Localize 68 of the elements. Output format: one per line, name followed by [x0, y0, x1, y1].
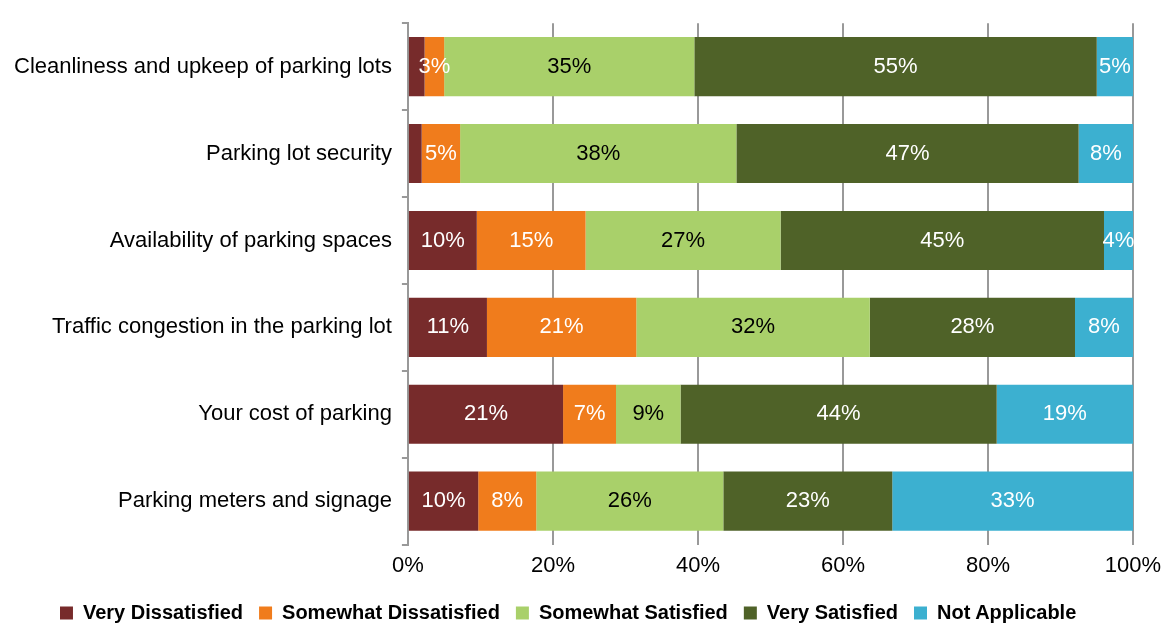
data-label: 33% — [990, 487, 1035, 513]
bar — [636, 297, 870, 357]
data-label: 19% — [1042, 400, 1087, 426]
x-tick-label: 40% — [675, 551, 720, 577]
data-label: 7% — [573, 400, 606, 426]
bar — [736, 124, 1079, 184]
bar — [1074, 297, 1133, 357]
data-label: 45% — [920, 226, 965, 252]
bar — [996, 384, 1133, 444]
bar — [476, 210, 586, 270]
bar — [1078, 124, 1133, 184]
legend-label: Somewhat Satisfied — [538, 600, 728, 623]
data-label: 11% — [426, 313, 470, 339]
data-label: 9% — [632, 400, 665, 426]
data-label: 47% — [885, 139, 930, 165]
bar — [869, 297, 1075, 357]
data-label: 8% — [1089, 139, 1122, 165]
y-tick-label: Parking meters and signage — [117, 487, 392, 513]
data-label: 3% — [418, 52, 451, 78]
data-label: 26% — [607, 487, 652, 513]
data-label: 10% — [420, 226, 465, 252]
data-label: 8% — [491, 487, 524, 513]
data-label: 21% — [463, 400, 509, 426]
bar — [408, 297, 487, 357]
legend-label: Not Applicable — [937, 600, 1077, 623]
bar — [563, 384, 617, 444]
bar — [892, 471, 1133, 531]
legend-label: Very Satisfied — [766, 600, 899, 623]
x-tick-label: 20% — [530, 551, 575, 577]
y-tick-label: Availability of parking spaces — [109, 226, 392, 252]
legend-label: Very Dissatisfied — [82, 600, 244, 623]
data-label: 15% — [509, 226, 554, 252]
data-label: 44% — [816, 400, 861, 426]
bar — [680, 384, 997, 444]
data-label: 8% — [1088, 313, 1120, 339]
y-tick-label: Traffic congestion in the parking lot — [51, 313, 392, 339]
bar — [616, 384, 681, 444]
data-label: 55% — [873, 52, 918, 78]
legend-label: Somewhat Dissatisfied — [282, 600, 500, 623]
bar — [408, 210, 477, 270]
bar — [585, 210, 781, 270]
bar — [780, 210, 1104, 270]
x-tick-label: 0% — [392, 551, 424, 577]
bar — [478, 471, 537, 531]
bar — [486, 297, 637, 357]
data-label: 5% — [1098, 52, 1131, 78]
data-label: 10% — [421, 487, 466, 513]
bar — [536, 471, 724, 531]
y-tick-label: Cleanliness and upkeep of parking lots — [13, 52, 392, 78]
x-tick-label: 60% — [820, 551, 865, 577]
y-tick-label: Your cost of parking — [198, 400, 392, 426]
x-tick-label: 100% — [1104, 551, 1162, 577]
bar — [460, 124, 737, 184]
data-label: 23% — [785, 487, 830, 513]
data-label: 35% — [547, 52, 592, 78]
data-label: 38% — [576, 139, 621, 165]
bar — [694, 37, 1097, 97]
y-tick-label: Parking lot security — [206, 139, 392, 165]
bar — [408, 124, 422, 184]
data-label: 5% — [425, 139, 457, 165]
bar — [408, 471, 479, 531]
data-label: 28% — [950, 313, 995, 339]
data-label: 21% — [539, 313, 584, 339]
bar — [723, 471, 893, 531]
bar — [408, 384, 564, 444]
data-label: 32% — [731, 313, 776, 339]
x-tick-label: 80% — [965, 551, 1011, 577]
data-label: 27% — [661, 226, 706, 252]
